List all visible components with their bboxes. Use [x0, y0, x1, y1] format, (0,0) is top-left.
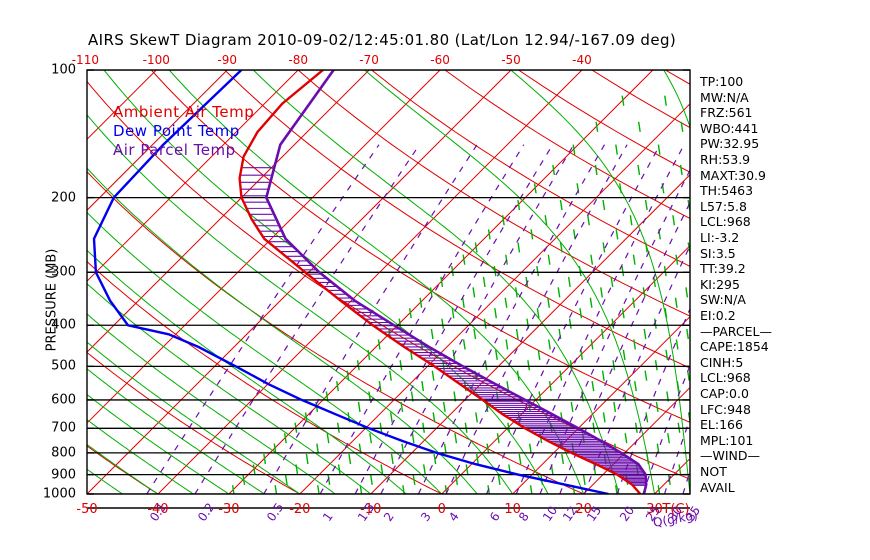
- parameter-item: CAP:0.0: [700, 386, 749, 401]
- parameter-item: FRZ:561: [700, 105, 753, 121]
- pressure-tick-200: 200: [51, 190, 76, 206]
- bottom-temp-tick-20: 20: [575, 502, 592, 517]
- parameter-item: NOT: [700, 464, 727, 479]
- top-temp-tick--80: -80: [288, 53, 308, 67]
- pressure-tick-600: 600: [51, 392, 76, 408]
- pressure-tick-100: 100: [51, 62, 76, 78]
- parameter-item: PW:32.95: [700, 136, 760, 152]
- top-temp-tick--110: -110: [71, 53, 99, 67]
- parameter-item: MPL:101: [700, 432, 754, 448]
- bottom-temp-tick--30: -30: [218, 502, 240, 517]
- parameter-item: L57:5.8: [700, 198, 747, 214]
- parameter-item: TH:5463: [700, 183, 754, 199]
- top-temp-tick--60: -60: [430, 53, 450, 67]
- pressure-tick-700: 700: [51, 420, 76, 436]
- parameter-item: WBO:441: [700, 120, 759, 136]
- bottom-temp-tick--20: -20: [289, 502, 311, 517]
- bottom-temp-tick-0: 0: [437, 502, 446, 517]
- parameter-item: SW:N/A: [700, 292, 746, 308]
- parameter-item: KI:295: [700, 276, 740, 292]
- parameter-item: LCL:968: [700, 214, 751, 230]
- page-title: AIRS SkewT Diagram 2010-09-02/12:45:01.8…: [88, 31, 677, 49]
- parameter-item: MW:N/A: [700, 89, 749, 105]
- top-temp-tick--90: -90: [217, 53, 238, 67]
- pressure-tick-1000: 1000: [42, 486, 76, 502]
- parameter-item: LFC:948: [700, 401, 751, 417]
- parameter-item: TP:100: [700, 74, 744, 89]
- bottom-temp-tick-30: 30: [646, 502, 663, 517]
- pressure-tick-300: 300: [51, 264, 76, 280]
- x-axis-label-temp: T(C): [662, 502, 690, 517]
- parameter-item: LCL:968: [700, 370, 751, 386]
- top-temp-tick--100: -100: [142, 53, 170, 67]
- bottom-temp-tick--40: -40: [147, 502, 169, 517]
- parameter-item: EL:166: [700, 417, 743, 433]
- parameter-item: SI:3.5: [700, 245, 736, 261]
- bottom-temp-tick--10: -10: [360, 502, 382, 517]
- top-temp-tick--40: -40: [572, 53, 592, 67]
- parameter-item: CINH:5: [700, 354, 744, 370]
- top-temp-tick--50: -50: [501, 53, 521, 67]
- parameter-item: RH:53.9: [700, 152, 751, 167]
- parameter-item: MAXT:30.9: [700, 167, 766, 183]
- pressure-tick-500: 500: [51, 358, 76, 374]
- pressure-tick-900: 900: [51, 467, 76, 483]
- top-temp-tick--70: -70: [359, 53, 379, 67]
- parameter-item: —WIND—: [700, 448, 761, 464]
- parameter-item: —PARCEL—: [700, 323, 772, 339]
- pressure-tick-800: 800: [51, 445, 76, 461]
- legend-air-parcel-temp: Air Parcel Temp: [113, 141, 236, 159]
- parameter-item: CAPE:1854: [700, 339, 769, 355]
- parameter-item: LI:-3.2: [700, 230, 740, 245]
- bottom-temp-tick-10: 10: [504, 502, 521, 517]
- pressure-tick-400: 400: [51, 317, 76, 333]
- legend-ambient-air-temp: Ambient Air Temp: [113, 103, 255, 121]
- bottom-temp-tick--50: -50: [76, 502, 98, 517]
- parameter-item: EI:0.2: [700, 308, 736, 323]
- parameter-item: TT:39.2: [700, 261, 746, 277]
- parameter-item: AVAIL: [700, 479, 735, 495]
- legend-dew-point-temp: Dew Point Temp: [113, 122, 240, 140]
